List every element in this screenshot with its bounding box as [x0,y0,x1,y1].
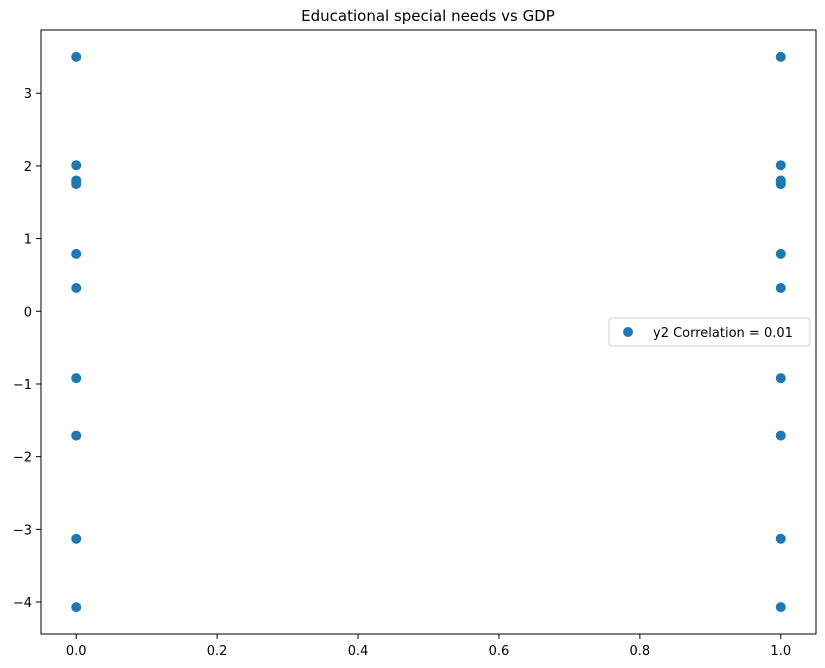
x-tick-label: 0.0 [66,644,87,659]
scatter-point [71,602,82,613]
legend-box [608,317,811,347]
scatter-point [71,533,82,544]
scatter-point [71,248,82,259]
scatter-point [71,373,82,384]
y-tick-label: 0 [24,305,32,320]
scatter-point [775,283,786,294]
y-tick-label: −4 [13,596,32,611]
x-tick-label: 0.8 [630,644,651,659]
legend-marker [623,327,633,337]
scatter-point [71,179,82,190]
y-tick-label: 1 [24,233,32,248]
scatter-point [775,248,786,259]
y-tick-label: −3 [13,523,32,538]
chart-title: Educational special needs vs GDP [301,7,555,25]
legend: y2 Correlation = 0.01 [608,317,811,347]
scatter-point [71,51,82,62]
scatter-point [71,283,82,294]
x-tick-label: 0.6 [489,644,510,659]
legend-label: y2 Correlation = 0.01 [653,326,793,341]
y-tick-label: −2 [13,451,32,466]
scatter-points [71,51,786,613]
scatter-point [71,430,82,441]
scatter-point [775,179,786,190]
scatter-point [775,430,786,441]
x-tick-label: 0.2 [207,644,228,659]
plot-frame [40,29,817,635]
y-tick-label: 2 [24,160,32,175]
y-tick-label: 3 [24,87,32,102]
scatter-point [775,160,786,171]
scatter-point [775,533,786,544]
scatter-point [775,602,786,613]
scatter-point [775,373,786,384]
scatter-point [71,160,82,171]
scatter-point [775,51,786,62]
y-tick-label: −1 [13,378,32,393]
x-tick-label: 0.4 [348,644,369,659]
x-tick-label: 1.0 [770,644,791,659]
y-axis: −4 −3 −2 −1 0 1 2 3 [13,87,41,611]
x-axis: 0.0 0.2 0.4 0.6 0.8 1.0 [66,634,791,659]
